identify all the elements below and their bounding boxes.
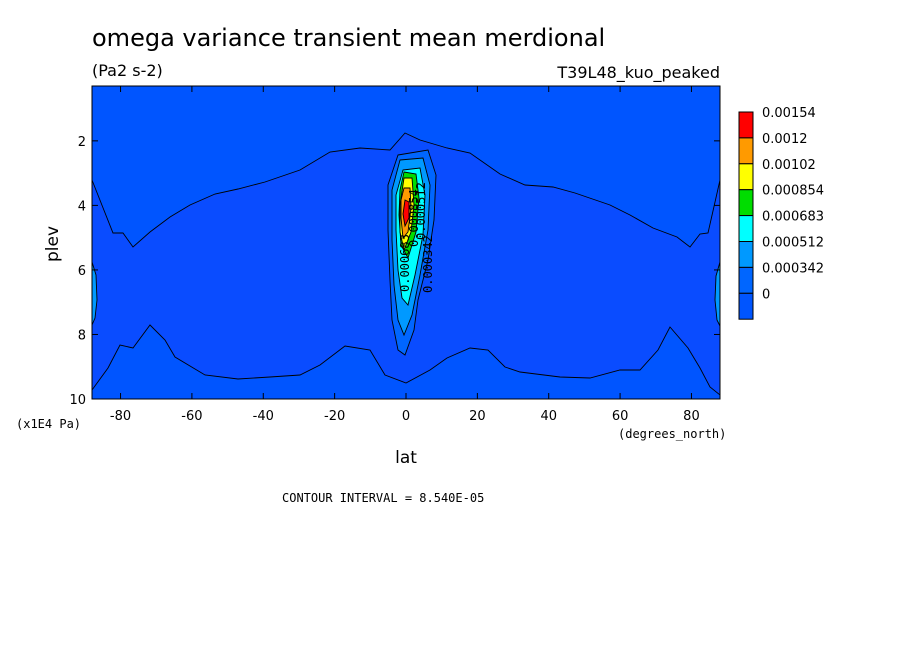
colorbar-label: 0.00154	[762, 106, 816, 121]
y-axis-label: plev	[43, 226, 63, 262]
x-axis-label: lat	[395, 448, 417, 468]
contour-level-0.00154	[402, 199, 410, 228]
chart-units: (Pa2 s-2)	[92, 61, 163, 80]
y-tick-label: 2	[78, 135, 86, 150]
colorbar: 0.00154 0.0012 0.00102 0.000854 0.000683 0.00…	[738, 106, 824, 320]
colorbar-box	[738, 215, 754, 243]
colorbar-box	[738, 292, 754, 320]
x-tick-label: -20	[324, 409, 345, 424]
y-tick-label: 4	[78, 199, 86, 214]
x-tick-label: -80	[110, 409, 131, 424]
colorbar-label: 0.00102	[762, 158, 816, 173]
contour-label-2: 0.000854	[407, 189, 421, 247]
x-axis-units: (degrees_north)	[618, 427, 726, 441]
colorbar-box	[738, 111, 754, 139]
plot-area: 0.000683 0.000854 0.000512 0.000342	[91, 85, 721, 400]
run-label: T39L48_kuo_peaked	[556, 63, 720, 83]
contour-interval-text: CONTOUR INTERVAL = 8.540E-05	[282, 491, 484, 505]
colorbar-box	[738, 163, 754, 191]
colorbar-box	[738, 241, 754, 268]
colorbar-label: 0.000854	[762, 184, 824, 199]
x-tick-label: 60	[612, 409, 629, 424]
colorbar-label: 0.000342	[762, 261, 824, 276]
contour-label-4: 0.000342	[421, 235, 435, 293]
y-tick-label: 10	[69, 393, 86, 408]
x-tick-label: 80	[683, 409, 700, 424]
axes: -80 -60 -40 -20 0 20 40 60 80 2 4 6 8 10	[69, 86, 720, 424]
x-tick-label: 0	[402, 409, 410, 424]
colorbar-box	[738, 189, 754, 217]
x-tick-label: -60	[181, 409, 202, 424]
contour-label-3: 0.000512	[414, 182, 428, 240]
colorbar-box	[738, 266, 754, 294]
chart-title: omega variance transient mean merdional	[92, 24, 605, 52]
y-tick-label: 8	[78, 328, 86, 343]
y-tick-label: 6	[78, 264, 86, 279]
x-tick-label: -40	[253, 409, 274, 424]
colorbar-box	[738, 137, 754, 165]
colorbar-label: 0	[762, 287, 770, 302]
y-axis-units: (x1E4 Pa)	[16, 417, 81, 431]
colorbar-label: 0.000683	[762, 210, 824, 225]
x-tick-label: 20	[469, 409, 486, 424]
x-tick-label: 40	[540, 409, 557, 424]
colorbar-label: 0.0012	[762, 132, 808, 147]
contour-label-1: 0.000683	[398, 234, 412, 292]
colorbar-label: 0.000512	[762, 236, 824, 251]
